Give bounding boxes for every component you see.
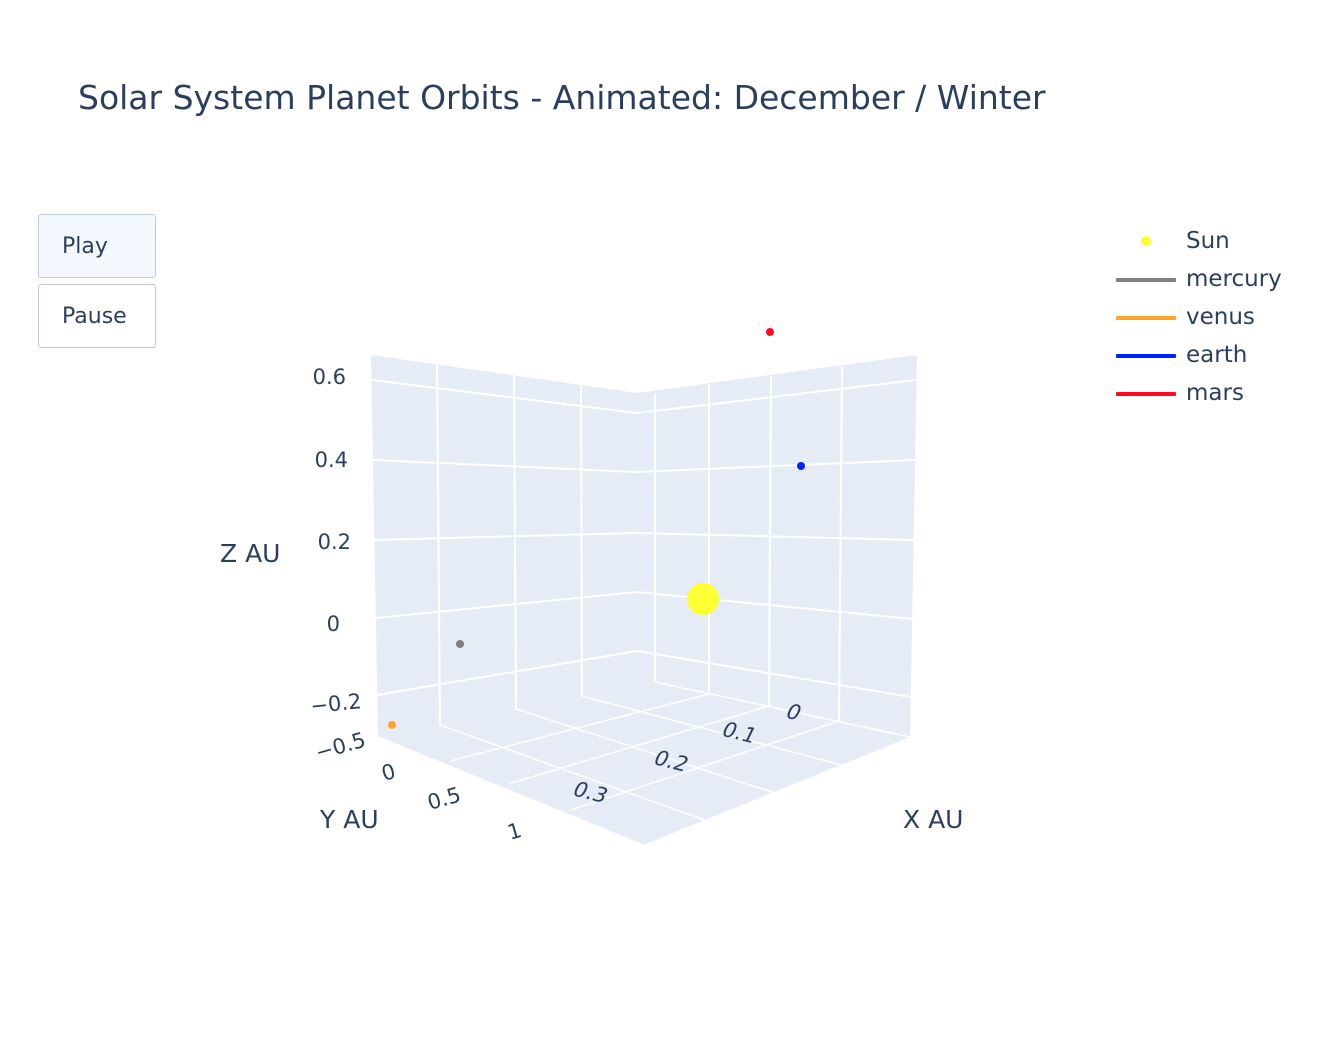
y-axis-title: Y AU bbox=[319, 805, 379, 834]
legend-item-mercury[interactable]: mercury bbox=[1112, 260, 1282, 298]
earth-marker[interactable] bbox=[797, 462, 805, 470]
sun-marker-icon bbox=[1141, 236, 1151, 246]
line-swatch-icon bbox=[1116, 316, 1176, 320]
left-wall-plane bbox=[371, 355, 637, 737]
y-tick: 1 bbox=[505, 818, 524, 845]
sun-marker[interactable] bbox=[687, 583, 719, 615]
floor-plane bbox=[378, 685, 910, 845]
play-button[interactable]: Play bbox=[38, 214, 156, 278]
legend-label: Sun bbox=[1186, 228, 1230, 254]
pause-button-label: Pause bbox=[62, 303, 127, 329]
legend: Sun mercury venus earth mars bbox=[1112, 222, 1282, 412]
y-tick: 0 bbox=[379, 759, 398, 786]
line-swatch-icon bbox=[1116, 354, 1176, 358]
z-axis-ticks: 0.6 0.4 0.2 0 −0.2 bbox=[309, 365, 362, 718]
legend-item-earth[interactable]: earth bbox=[1112, 336, 1282, 374]
legend-item-venus[interactable]: venus bbox=[1112, 298, 1282, 336]
play-button-label: Play bbox=[62, 233, 108, 259]
z-tick: 0.4 bbox=[315, 448, 348, 472]
right-wall-plane bbox=[637, 355, 917, 737]
pause-button[interactable]: Pause bbox=[38, 284, 156, 348]
z-tick: −0.2 bbox=[309, 689, 362, 718]
z-axis-title: Z AU bbox=[220, 539, 280, 568]
gridlines bbox=[371, 364, 917, 846]
legend-item-sun[interactable]: Sun bbox=[1112, 222, 1282, 260]
data-points bbox=[388, 328, 805, 729]
z-tick: 0.6 bbox=[313, 365, 346, 389]
y-tick: 0.5 bbox=[425, 783, 464, 815]
line-swatch-icon bbox=[1116, 392, 1176, 396]
mercury-marker[interactable] bbox=[456, 640, 464, 648]
legend-item-mars[interactable]: mars bbox=[1112, 374, 1282, 412]
legend-label: venus bbox=[1186, 304, 1255, 330]
line-swatch-icon bbox=[1116, 278, 1176, 282]
chart-title: Solar System Planet Orbits - Animated: D… bbox=[78, 78, 1046, 117]
legend-label: mercury bbox=[1186, 266, 1282, 292]
legend-label: earth bbox=[1186, 342, 1248, 368]
venus-marker[interactable] bbox=[388, 721, 396, 729]
z-tick: 0.2 bbox=[318, 530, 351, 554]
y-tick: −0.5 bbox=[313, 728, 369, 765]
x-axis-title: X AU bbox=[903, 805, 963, 834]
legend-label: mars bbox=[1186, 380, 1244, 406]
z-tick: 0 bbox=[327, 612, 340, 636]
mars-marker[interactable] bbox=[766, 328, 774, 336]
